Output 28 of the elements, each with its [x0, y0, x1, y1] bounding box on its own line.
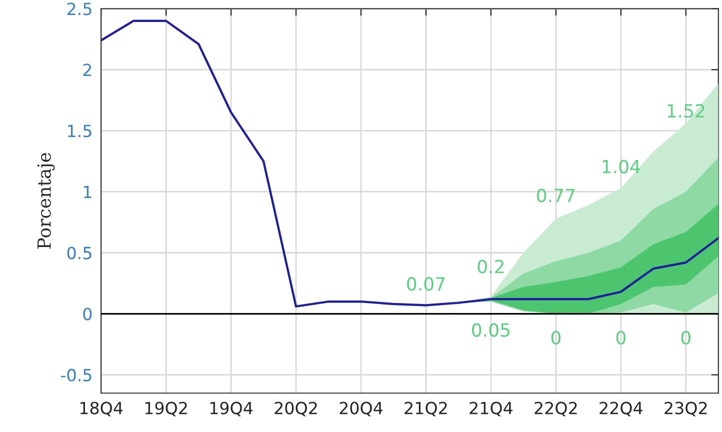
x-tick-label: 20Q2 — [274, 402, 317, 416]
x-tick-label: 19Q2 — [145, 402, 187, 416]
line-series — [101, 20, 718, 308]
y-tick-label: 0.5 — [67, 246, 92, 260]
x-tick-label: 19Q4 — [210, 402, 253, 416]
annotation: 0 — [681, 330, 690, 345]
y-axis-title: Porcentaje — [37, 152, 55, 249]
y-tick-label: 2 — [83, 64, 92, 76]
x-tick-label: 18Q4 — [80, 402, 123, 416]
x-tick-label: 20Q4 — [340, 402, 383, 416]
annotation: 0.77 — [537, 188, 574, 202]
y-tick-label: 0 — [83, 308, 92, 320]
annotation: 1.04 — [602, 160, 640, 174]
y-tick-label: 2.5 — [67, 2, 92, 16]
annotation: 0 — [616, 330, 626, 345]
y-tick-label: -0.5 — [61, 368, 92, 382]
annotation: 0.05 — [472, 323, 510, 337]
x-tick-label: 22Q4 — [600, 402, 642, 416]
y-tick-label: 1.5 — [68, 124, 92, 138]
x-tick-label: 21Q2 — [404, 402, 447, 416]
annotation: 0 — [551, 330, 560, 345]
annotation: 0.07 — [407, 277, 445, 291]
x-tick-label: 21Q4 — [470, 402, 512, 416]
annotation: 0.2 — [478, 260, 504, 274]
x-tick-label: 22Q2 — [534, 402, 577, 416]
annotation: 1.52 — [668, 104, 704, 118]
x-tick-label: 23Q2 — [664, 402, 707, 416]
y-tick-label: 1 — [84, 186, 92, 198]
